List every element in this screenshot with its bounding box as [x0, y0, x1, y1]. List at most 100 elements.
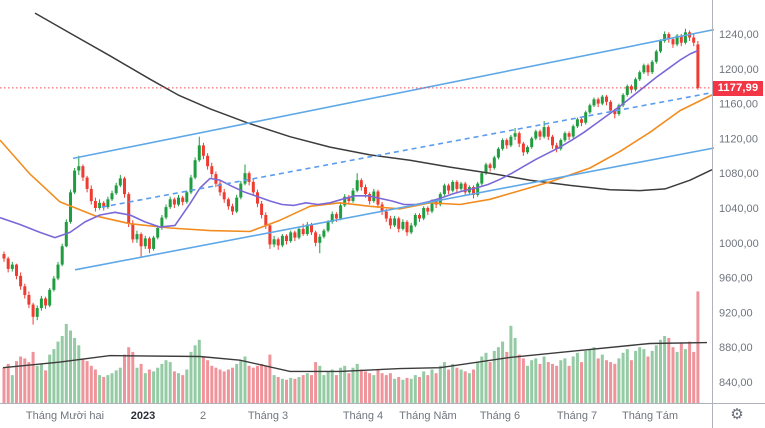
- volume-bar: [56, 341, 60, 403]
- candle-body: [534, 131, 538, 139]
- candle-body: [388, 218, 392, 226]
- x-axis-label: Tháng Mười hai: [26, 410, 104, 422]
- volume-bar: [667, 337, 671, 403]
- candle-body: [563, 133, 567, 141]
- volume-bar: [526, 365, 529, 403]
- volume-bar: [567, 365, 571, 403]
- candle-body: [73, 170, 77, 193]
- candle-body: [596, 99, 600, 104]
- volume-bar: [102, 377, 106, 403]
- x-axis-label: Tháng 7: [557, 410, 597, 422]
- candle-body: [135, 234, 139, 240]
- candle-body: [609, 101, 613, 111]
- volume-bar: [314, 362, 318, 403]
- volume-bar: [517, 354, 521, 403]
- candle-body: [646, 65, 650, 73]
- lower-channel-trendline[interactable]: [74, 147, 715, 271]
- volume-bar: [654, 345, 658, 403]
- volume-bar: [376, 369, 380, 403]
- mid-channel-dashed-trendline[interactable]: [101, 91, 715, 208]
- volume-bar: [467, 373, 471, 403]
- volume-bar: [688, 341, 692, 403]
- time-axis[interactable]: Tháng Mười hai 2023 2 Tháng 3 Tháng 4 Tháng N…: [26, 410, 678, 422]
- volume-bar: [139, 363, 143, 403]
- candle-body: [39, 298, 43, 309]
- candle-body: [131, 223, 135, 240]
- volume-bar: [418, 377, 421, 403]
- candle-body: [206, 155, 210, 167]
- candle-body: [52, 278, 56, 290]
- candle-body: [69, 192, 72, 222]
- volume-bar: [89, 365, 93, 403]
- volume-bar: [280, 378, 284, 403]
- volume-bar: [189, 351, 193, 404]
- volume-bar: [77, 345, 81, 403]
- volume-bar: [530, 360, 534, 403]
- candle-body: [339, 205, 343, 219]
- y-axis-tick-label: 880,00: [719, 342, 753, 354]
- volume-bar: [206, 360, 210, 403]
- volume-bar: [401, 379, 405, 404]
- volume-bar: [422, 371, 426, 403]
- candle-body: [60, 246, 64, 265]
- candle-body: [418, 215, 421, 219]
- volume-bar: [409, 378, 413, 403]
- candle-body: [513, 133, 517, 137]
- candle-body: [226, 199, 230, 207]
- price-axis[interactable]: 1240,00 1200,00 1160,00 1120,00 1080,00 1040,…: [719, 29, 759, 389]
- candle-body: [355, 180, 359, 191]
- candle-body: [679, 35, 683, 43]
- volume-bar: [185, 369, 189, 403]
- candle-body: [218, 183, 222, 193]
- candle-body: [251, 181, 255, 193]
- candle-body: [98, 202, 102, 208]
- candle-body: [455, 181, 459, 189]
- candle-body: [413, 215, 417, 226]
- candle-body: [301, 228, 305, 235]
- volume-bar: [39, 363, 43, 403]
- volume-bar: [364, 371, 367, 403]
- y-axis-tick-label: 1120,00: [719, 133, 758, 145]
- upper-channel-trendline[interactable]: [72, 28, 715, 160]
- volume-bar: [177, 373, 180, 403]
- volume-bar: [318, 365, 322, 403]
- candle-body: [359, 180, 363, 188]
- volume-bar: [359, 369, 363, 403]
- volume-bar: [472, 369, 475, 403]
- candle-body: [401, 221, 405, 229]
- candle-body: [297, 228, 301, 238]
- y-axis-tick-label: 920,00: [719, 307, 753, 319]
- candle-body: [584, 112, 588, 123]
- volume-ma-black: [2, 341, 708, 373]
- volume-bar: [19, 356, 23, 403]
- volume-bar: [168, 362, 172, 403]
- candle-body: [93, 201, 97, 208]
- volume-bar: [218, 369, 222, 403]
- candle-body: [559, 140, 563, 149]
- volume-bar: [27, 362, 31, 403]
- volume-bar: [659, 339, 662, 403]
- volume-bar: [538, 363, 542, 403]
- volume-bar: [93, 369, 97, 403]
- volume-bar: [81, 358, 85, 403]
- candle-body: [555, 145, 559, 149]
- candle-body: [193, 160, 197, 178]
- settings-gear-icon[interactable]: ⚙: [730, 406, 744, 423]
- volume-bar: [222, 371, 226, 403]
- volume-bar: [160, 363, 164, 403]
- volume-bar: [455, 367, 459, 403]
- volume-bar: [243, 356, 247, 403]
- volume-bar: [625, 349, 629, 403]
- candle-body: [634, 79, 638, 90]
- candle-body: [123, 178, 126, 195]
- candle-body: [567, 133, 571, 137]
- volume-bar: [60, 336, 64, 403]
- candle-body: [256, 192, 259, 204]
- candle-body: [588, 105, 592, 113]
- x-axis-label: Tháng Tám: [622, 410, 678, 422]
- volume-bar: [201, 356, 205, 403]
- volume-bar: [438, 365, 442, 403]
- volume-bar: [351, 367, 355, 403]
